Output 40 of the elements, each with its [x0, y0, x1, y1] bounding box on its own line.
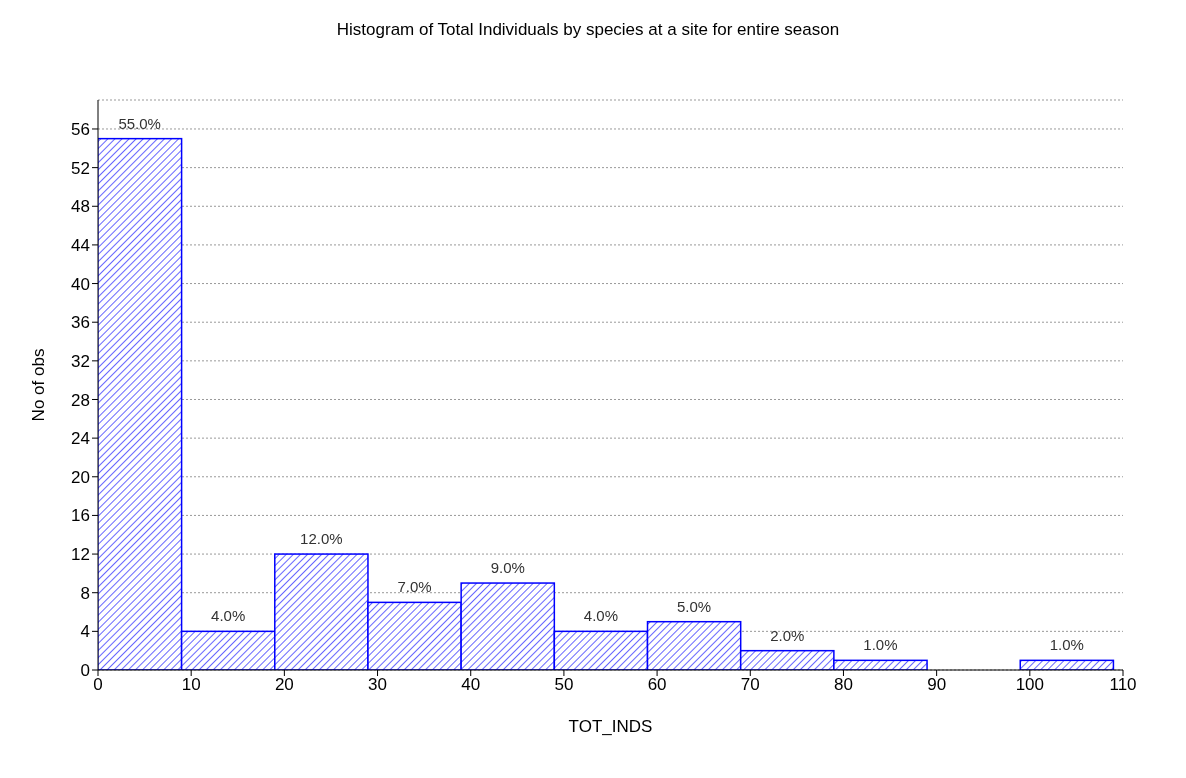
x-tick-label: 80	[833, 675, 853, 695]
y-tick-label: 4	[80, 622, 90, 642]
y-axis-title: No of obs	[29, 348, 49, 422]
x-tick-label: 20	[274, 675, 294, 695]
x-axis-title: TOT_INDS	[568, 717, 653, 736]
y-tick-label: 36	[71, 313, 90, 333]
data-label: 55.0%	[118, 114, 161, 132]
y-tick-label: 48	[71, 197, 90, 217]
x-tick-label: 100	[1015, 675, 1045, 695]
y-tick-label: 56	[71, 120, 90, 140]
chart-title: Histogram of Total Individuals by species at a site for entire season	[335, 19, 841, 40]
x-tick-label: 0	[93, 675, 103, 695]
data-label: 1.0%	[863, 636, 898, 654]
y-tick-label: 40	[71, 274, 90, 294]
y-tick-label: 0	[80, 661, 90, 681]
data-label: 9.0%	[490, 559, 525, 577]
x-tick-label: 50	[554, 675, 574, 695]
data-label: 1.0%	[1049, 636, 1084, 654]
y-tick-label: 52	[71, 158, 90, 178]
x-tick-label: 30	[368, 675, 388, 695]
y-tick-label: 20	[71, 467, 90, 487]
y-tick-label: 24	[71, 429, 90, 449]
data-label: 2.0%	[770, 626, 805, 644]
x-tick-label: 90	[927, 675, 947, 695]
y-tick-label: 28	[71, 390, 90, 410]
y-tick-label: 12	[71, 545, 90, 565]
data-label: 12.0%	[300, 530, 343, 548]
data-label: 5.0%	[677, 597, 712, 615]
x-tick-label: 110	[1109, 675, 1137, 695]
x-tick-label: 70	[740, 675, 760, 695]
y-tick-label: 16	[71, 506, 90, 526]
data-label: 4.0%	[583, 607, 619, 625]
data-label: 7.0%	[397, 578, 432, 596]
y-tick-label: 8	[80, 583, 90, 603]
data-label: 4.0%	[211, 607, 246, 625]
x-tick-label: 60	[647, 675, 667, 695]
x-tick-label: 40	[461, 675, 481, 695]
x-tick-label: 10	[181, 675, 201, 695]
y-tick-label: 44	[71, 235, 90, 255]
y-tick-label: 32	[71, 351, 90, 371]
